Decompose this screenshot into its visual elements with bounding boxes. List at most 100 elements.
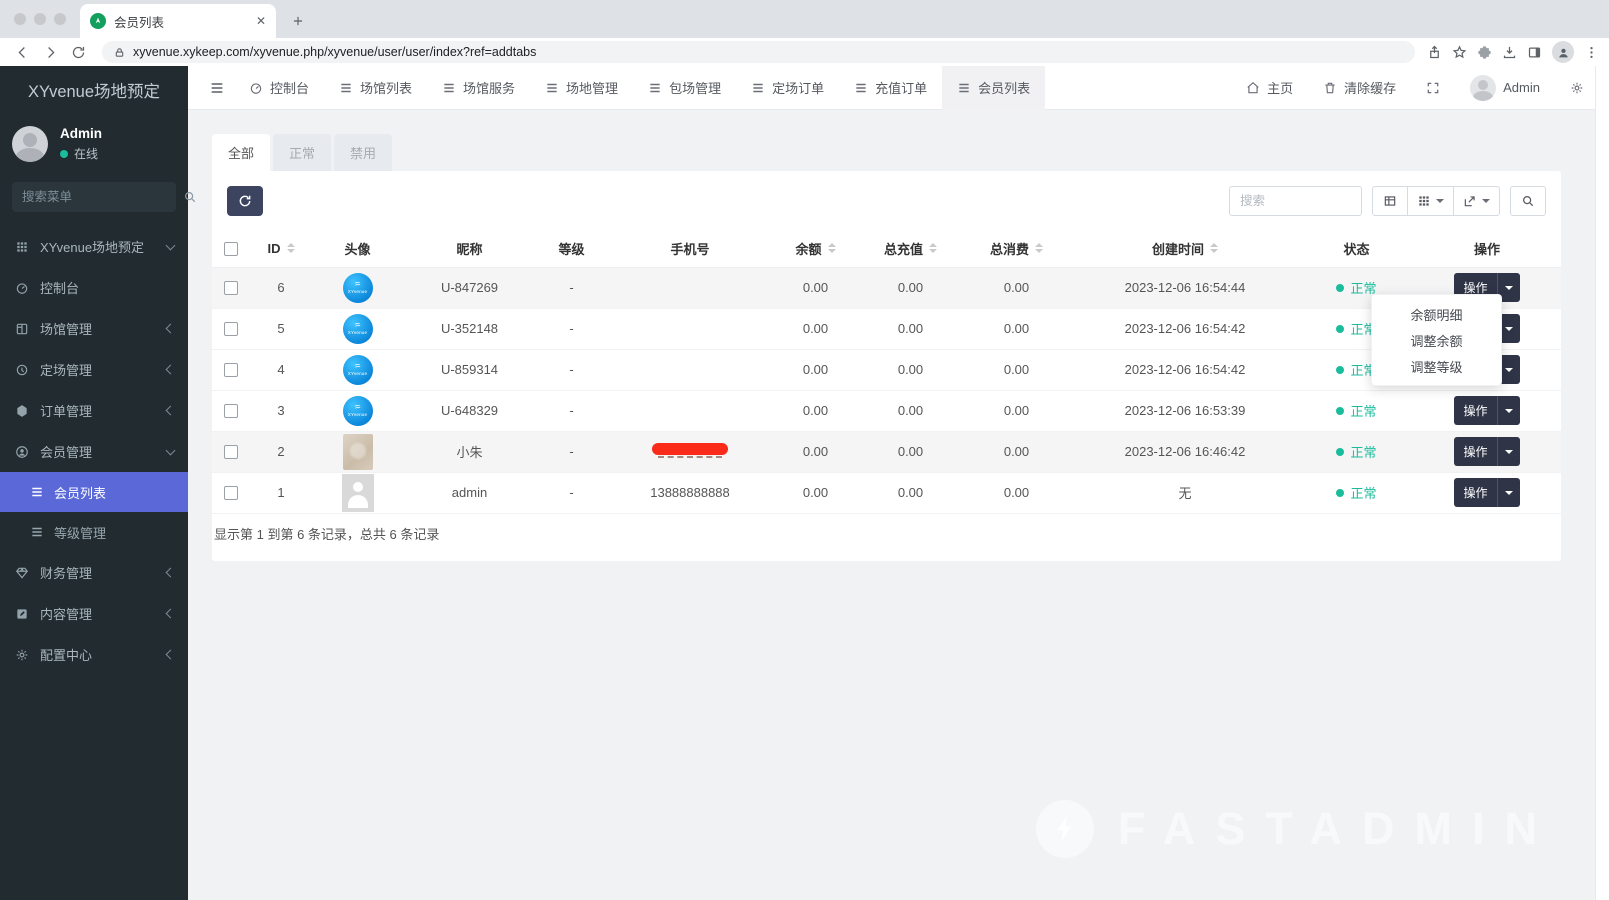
caret-down-icon <box>1504 285 1513 290</box>
filter-tab-正常[interactable]: 正常 <box>273 134 332 171</box>
topnav-user[interactable]: Admin <box>1457 66 1553 110</box>
column-header-ID[interactable]: ID <box>250 230 312 268</box>
settings-button[interactable] <box>1557 66 1597 110</box>
topnav-tab-会员列表[interactable]: 会员列表 <box>942 65 1046 110</box>
cell-level: - <box>536 472 607 514</box>
export-button[interactable] <box>1454 186 1500 216</box>
topnav-tab-控制台[interactable]: 控制台 <box>234 66 324 110</box>
sidebar-item-配置中心[interactable]: 配置中心 <box>0 634 188 675</box>
window-close-button[interactable] <box>14 13 26 25</box>
sort-icon[interactable] <box>929 243 937 254</box>
sort-icon[interactable] <box>286 243 295 254</box>
dropdown-item-调整余额[interactable]: 调整余额 <box>1410 333 1463 349</box>
browser-menu-icon[interactable] <box>1584 45 1599 60</box>
filter-tab-禁用[interactable]: 禁用 <box>334 134 393 171</box>
sort-icon[interactable] <box>1035 243 1043 254</box>
cell-status: 正常 <box>1300 472 1413 514</box>
side-panel-icon[interactable] <box>1527 45 1542 60</box>
operate-button[interactable]: 操作 <box>1454 396 1520 425</box>
sidebar-search[interactable] <box>12 182 196 212</box>
fullscreen-button[interactable] <box>1413 66 1453 110</box>
sidebar-item-内容管理[interactable]: 内容管理 <box>0 593 188 634</box>
hamburger-icon[interactable] <box>200 66 234 110</box>
status-dot-icon <box>1336 488 1345 497</box>
sidebar-subitem-等级管理[interactable]: 等级管理 <box>0 512 188 552</box>
topnav-tab-充值订单[interactable]: 充值订单 <box>839 66 942 110</box>
row-checkbox[interactable] <box>224 486 238 501</box>
window-controls[interactable] <box>10 0 80 38</box>
caret-down-icon <box>1504 326 1513 331</box>
window-zoom-button[interactable] <box>54 13 66 25</box>
sort-icon[interactable] <box>1210 243 1218 254</box>
topnav-tab-场馆列表[interactable]: 场馆列表 <box>324 66 427 110</box>
sidebar-item-场馆管理[interactable]: 场馆管理 <box>0 308 188 349</box>
sidebar-item-定场管理[interactable]: 定场管理 <box>0 349 188 390</box>
tab-close-icon[interactable]: ✕ <box>255 14 266 28</box>
operate-caret[interactable] <box>1496 396 1520 425</box>
toggle-view-button[interactable] <box>1372 186 1408 216</box>
column-header-总消费[interactable]: 总消费 <box>963 230 1070 268</box>
sidebar-search-input[interactable] <box>22 190 183 204</box>
sidebar-item-财务管理[interactable]: 财务管理 <box>0 552 188 593</box>
column-header-总充值[interactable]: 总充值 <box>858 230 963 268</box>
row-checkbox[interactable] <box>224 281 238 296</box>
back-button[interactable] <box>10 40 34 64</box>
page-scrollbar[interactable] <box>1595 66 1609 900</box>
dropdown-item-余额明细[interactable]: 余额明细 <box>1410 307 1463 323</box>
table-search-input[interactable] <box>1229 186 1362 216</box>
topnav-tab-场馆服务[interactable]: 场馆服务 <box>427 66 530 110</box>
column-header-操作: 操作 <box>1413 230 1561 268</box>
column-header-手机号: 手机号 <box>607 230 773 268</box>
list-icon <box>545 81 559 95</box>
cell-operate: 操作 <box>1413 431 1561 473</box>
extensions-puzzle-icon[interactable] <box>1477 45 1492 60</box>
row-checkbox[interactable] <box>224 404 238 419</box>
cell-recharge: 0.00 <box>858 308 963 350</box>
operate-button[interactable]: 操作 <box>1454 437 1520 466</box>
sidebar-user-panel: Admin 在线 <box>0 114 188 176</box>
sidebar-subitem-会员列表[interactable]: 会员列表 <box>0 472 188 512</box>
sidebar-item-会员管理[interactable]: 会员管理 <box>0 431 188 472</box>
column-header-余额[interactable]: 余额 <box>773 230 858 268</box>
sidebar-root-item[interactable]: XYvenue场地预定 <box>0 226 188 267</box>
operate-caret[interactable] <box>1496 478 1520 507</box>
row-checkbox[interactable] <box>224 322 238 337</box>
columns-button[interactable] <box>1408 186 1454 216</box>
reload-button[interactable] <box>66 40 90 64</box>
operate-caret[interactable] <box>1496 273 1520 302</box>
topnav-tab-包场管理[interactable]: 包场管理 <box>633 66 736 110</box>
sidebar-item-控制台[interactable]: 控制台 <box>0 267 188 308</box>
sidebar-item-订单管理[interactable]: 订单管理 <box>0 390 188 431</box>
row-checkbox[interactable] <box>224 363 238 378</box>
forward-button[interactable] <box>38 40 62 64</box>
dropdown-item-调整等级[interactable]: 调整等级 <box>1410 359 1463 375</box>
home-link[interactable]: 主页 <box>1233 66 1306 110</box>
address-bar[interactable]: xyvenue.xykeep.com/xyvenue.php/xyvenue/u… <box>102 41 1415 63</box>
topnav-tab-定场订单[interactable]: 定场订单 <box>736 66 839 110</box>
select-all-checkbox[interactable] <box>224 242 238 257</box>
browser-tab[interactable]: 会员列表 ✕ <box>80 4 276 38</box>
download-icon[interactable] <box>1502 45 1517 60</box>
cell-id: 3 <box>250 390 312 432</box>
cell-nickname: U-648329 <box>403 390 536 432</box>
refresh-button[interactable] <box>227 186 263 216</box>
filter-tab-全部[interactable]: 全部 <box>212 134 271 171</box>
xyvenue-logo-avatar: ≈ XYvenue <box>342 395 373 426</box>
share-icon[interactable] <box>1427 45 1442 60</box>
column-header-创建时间[interactable]: 创建时间 <box>1070 230 1300 268</box>
window-minimize-button[interactable] <box>34 13 46 25</box>
operate-caret[interactable] <box>1496 437 1520 466</box>
topnav-tab-场地管理[interactable]: 场地管理 <box>530 66 633 110</box>
advanced-search-button[interactable] <box>1510 186 1546 216</box>
panel-toolbar <box>212 171 1561 230</box>
operate-button[interactable]: 操作 <box>1454 478 1520 507</box>
sort-icon[interactable] <box>827 243 836 254</box>
clear-cache-button[interactable]: 清除缓存 <box>1310 66 1409 110</box>
bookmark-star-icon[interactable] <box>1452 44 1467 60</box>
profile-avatar[interactable] <box>1552 41 1574 63</box>
table-view-buttons <box>1372 186 1500 216</box>
new-tab-button[interactable] <box>284 7 312 35</box>
browser-chrome: 会员列表 ✕ xyvenue.xykeep.com/xyvenue.php/xy… <box>0 0 1609 66</box>
row-checkbox[interactable] <box>224 445 238 460</box>
